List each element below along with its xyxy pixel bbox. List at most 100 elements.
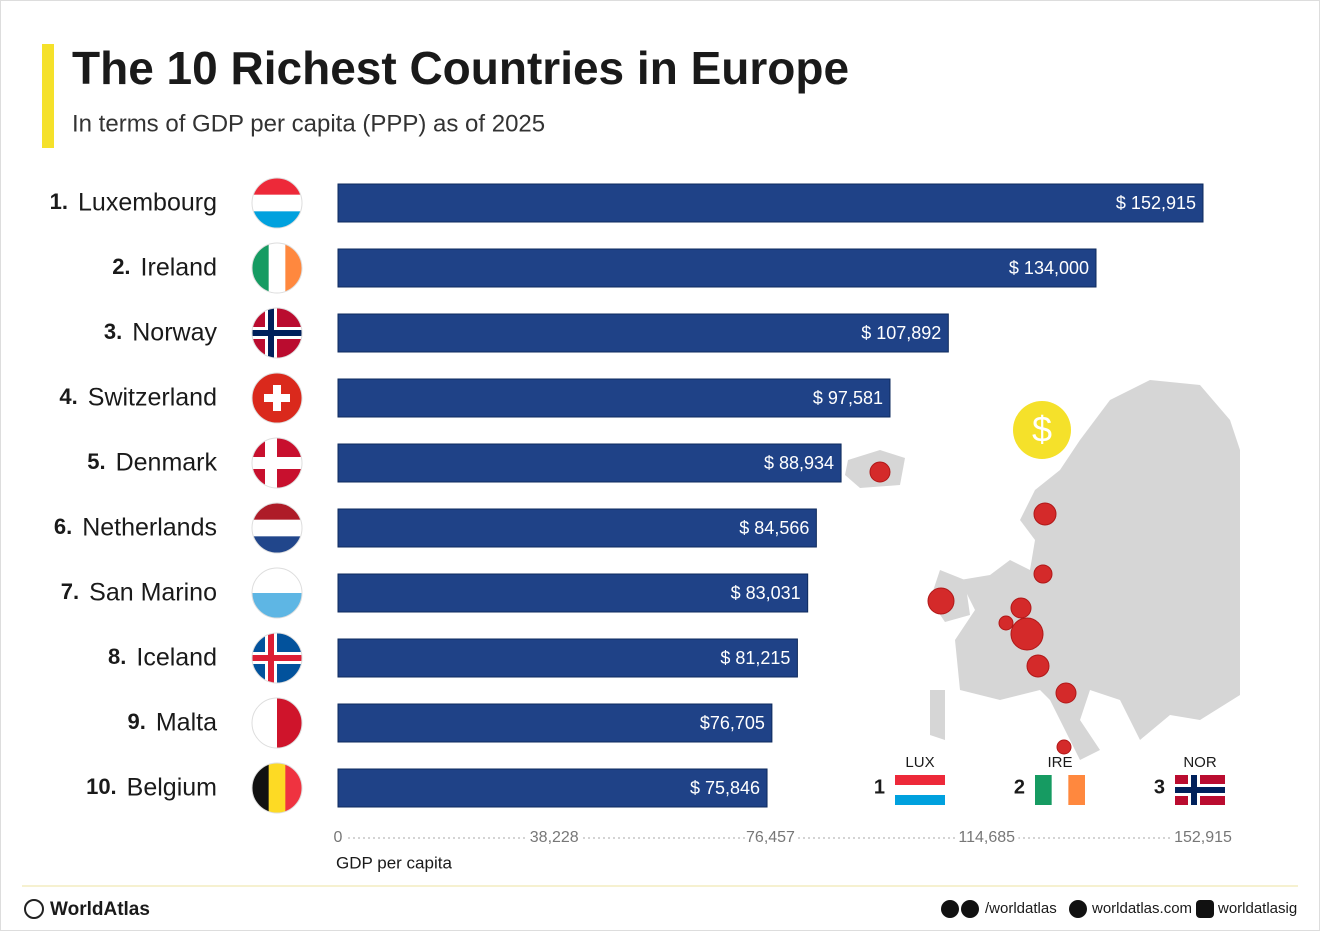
value-label: $ 83,031 — [731, 583, 801, 603]
podium-flag — [1035, 775, 1085, 805]
flag-part — [895, 775, 945, 786]
flag-part — [268, 763, 286, 813]
instagram: worldatlasig — [1217, 900, 1297, 917]
map-dot — [927, 587, 955, 615]
flag-part — [252, 698, 278, 748]
podium-rank: 1 — [874, 776, 885, 798]
flag-part — [1175, 787, 1225, 793]
rank-label: 3. — [104, 319, 122, 344]
flag-clip — [252, 503, 302, 553]
bar — [337, 573, 809, 613]
flag-part — [895, 795, 945, 805]
flag-clip — [252, 373, 302, 423]
flag-ring — [251, 762, 303, 814]
rank-label: 9. — [128, 709, 146, 734]
site: worldatlas.com — [1091, 900, 1192, 917]
country-name: San Marino — [89, 579, 217, 607]
country-name: Switzerland — [88, 384, 217, 412]
globe-icon — [24, 899, 44, 919]
web-icon — [1069, 900, 1087, 918]
country-name: Denmark — [116, 449, 218, 477]
map-dot — [998, 615, 1014, 631]
country-name: Netherlands — [82, 514, 217, 542]
podium-flag-clip — [1035, 775, 1085, 805]
flag-body — [252, 438, 302, 488]
flag-clip — [252, 763, 302, 813]
rank-label: 5. — [87, 449, 105, 474]
rank-label: 2. — [112, 254, 130, 279]
flag-part — [264, 394, 290, 402]
chart-subtitle: In terms of GDP per capita (PPP) as of 2… — [72, 110, 545, 137]
country-name: Ireland — [141, 254, 217, 282]
map-dot — [1033, 564, 1053, 584]
podium-code: NOR — [1183, 754, 1217, 771]
rank-label: 4. — [59, 384, 77, 409]
map-dot — [1026, 654, 1050, 678]
flag — [251, 697, 303, 749]
flag-body — [252, 308, 302, 358]
coin-symbol: $ — [1032, 409, 1052, 450]
map-dot — [1055, 682, 1077, 704]
flag-clip — [252, 438, 302, 488]
value-label: $76,705 — [700, 713, 765, 733]
rank-label: 1. — [50, 189, 68, 214]
flag-part — [285, 243, 302, 293]
flag-part — [252, 211, 302, 228]
rank-label: 8. — [108, 644, 126, 669]
podium-rank: 2 — [1014, 776, 1025, 798]
chart-title: The 10 Richest Countries in Europe — [72, 42, 849, 94]
flag-part — [252, 503, 302, 521]
x-tick-label: 76,457 — [746, 829, 795, 846]
value-label: $ 84,566 — [739, 518, 809, 538]
flag-ring — [251, 632, 303, 684]
flag-part — [277, 698, 302, 748]
flag-body — [252, 373, 302, 423]
value-label: $ 88,934 — [764, 453, 834, 473]
flag-ring — [251, 242, 303, 294]
map-dot — [1010, 597, 1032, 619]
iberia-shape — [930, 690, 945, 740]
flag-clip — [252, 178, 302, 228]
bar — [337, 313, 949, 353]
flag-part — [252, 536, 302, 553]
flag-clip — [252, 243, 302, 293]
podium-flag — [895, 775, 945, 805]
x-axis-label: GDP per capita — [336, 853, 452, 872]
accent-bar — [42, 44, 54, 148]
flag-part — [1068, 775, 1085, 805]
country-name: Norway — [132, 319, 217, 347]
x-tick-label: 114,685 — [958, 829, 1015, 846]
value-label: $ 107,892 — [861, 323, 941, 343]
flag-body — [252, 178, 302, 228]
country-name: Luxembourg — [78, 189, 217, 217]
flag-body — [252, 763, 302, 813]
flag-body — [252, 503, 302, 553]
x-tick-label: 38,228 — [530, 829, 579, 846]
ig-icon — [1196, 900, 1214, 918]
flag — [251, 762, 303, 814]
value-label: $ 81,215 — [720, 648, 790, 668]
bar — [337, 248, 1097, 288]
play-icon — [941, 900, 959, 918]
flag-part — [252, 330, 302, 336]
x-tick-label: 152,915 — [1174, 829, 1232, 846]
map-dot — [1056, 739, 1072, 755]
podium-flag-clip — [895, 775, 945, 805]
flag — [251, 632, 303, 684]
flag — [251, 372, 303, 424]
value-label: $ 75,846 — [690, 778, 760, 798]
flag-ring — [251, 307, 303, 359]
bar — [337, 768, 768, 808]
brand: WorldAtlas — [50, 899, 150, 920]
x-tick-label: 0 — [334, 829, 343, 846]
flag-part — [252, 519, 302, 537]
bar — [337, 703, 773, 743]
flag-ring — [251, 372, 303, 424]
flag-part — [252, 593, 302, 618]
bar — [337, 638, 798, 678]
flag — [251, 242, 303, 294]
flag-part — [252, 194, 302, 212]
flag — [251, 502, 303, 554]
flag-part — [252, 568, 302, 594]
bar — [337, 183, 1204, 223]
